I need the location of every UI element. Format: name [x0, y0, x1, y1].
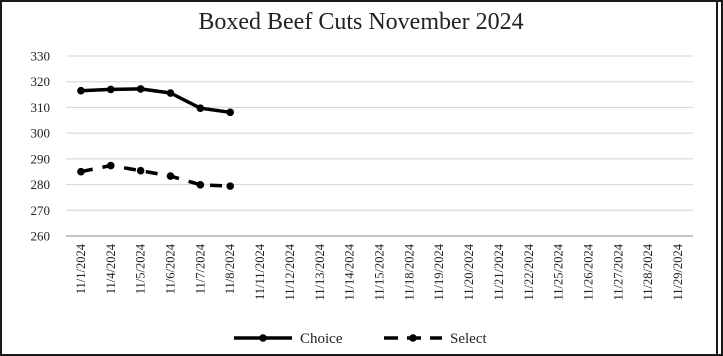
- gridlines: [66, 55, 693, 237]
- y-tick-label: 260: [31, 229, 51, 244]
- data-point: [166, 89, 175, 97]
- x-tick-label: 11/18/2024: [402, 243, 416, 300]
- y-tick-label: 330: [31, 49, 51, 64]
- y-tick-label: 280: [31, 177, 51, 192]
- data-point: [106, 85, 115, 94]
- data-point: [226, 182, 235, 190]
- x-tick-label: 11/27/2024: [611, 243, 625, 300]
- x-tick-label: 11/1/2024: [74, 243, 88, 294]
- x-tick-label: 11/14/2024: [343, 243, 357, 300]
- y-tick-label: 310: [31, 100, 51, 115]
- y-tick-label: 270: [31, 203, 51, 218]
- frame-right-edge: [716, 0, 718, 356]
- x-tick-label: 11/25/2024: [552, 243, 566, 300]
- series-lines: [77, 85, 235, 190]
- data-point: [196, 104, 205, 112]
- data-point: [77, 167, 85, 176]
- series-select: [77, 161, 235, 190]
- data-point: [136, 85, 145, 93]
- y-tick-label: 290: [31, 151, 51, 166]
- x-tick-label: 11/26/2024: [582, 243, 596, 300]
- x-tick-label: 11/8/2024: [223, 243, 237, 294]
- x-tick-label: 11/11/2024: [253, 243, 267, 300]
- legend-marker: [259, 334, 267, 342]
- x-tick-label: 11/4/2024: [104, 243, 118, 294]
- y-tick-label: 320: [31, 74, 51, 89]
- x-tick-label: 11/20/2024: [462, 243, 476, 300]
- y-axis-ticks: 260 270 280 290 300 310 320 330: [31, 49, 51, 244]
- x-tick-label: 11/19/2024: [432, 243, 446, 300]
- x-tick-label: 11/12/2024: [283, 243, 297, 300]
- legend-label: Select: [450, 331, 487, 347]
- x-tick-label: 11/13/2024: [313, 243, 327, 300]
- x-tick-label: 11/21/2024: [492, 243, 506, 300]
- x-tick-label: 11/28/2024: [641, 243, 655, 300]
- data-point: [77, 86, 85, 95]
- data-point: [136, 166, 145, 175]
- x-tick-label: 11/29/2024: [671, 243, 685, 300]
- x-tick-label: 11/15/2024: [373, 243, 387, 300]
- series-line: [80, 87, 231, 115]
- series-line: [80, 163, 231, 188]
- x-tick-label: 11/6/2024: [164, 243, 178, 294]
- y-tick-label: 300: [31, 126, 51, 141]
- data-point: [166, 172, 175, 180]
- chart-title: Boxed Beef Cuts November 2024: [198, 9, 523, 35]
- x-tick-label: 11/5/2024: [134, 243, 148, 294]
- x-tick-label: 11/22/2024: [522, 243, 536, 300]
- x-axis-ticks: 11/1/2024 11/4/2024 11/5/2024 11/6/2024 11/7…: [74, 243, 685, 300]
- data-point: [226, 108, 235, 117]
- data-point: [196, 181, 205, 189]
- x-tick-label: 11/7/2024: [193, 243, 207, 294]
- legend-label: Choice: [300, 331, 343, 347]
- legend-marker: [409, 334, 417, 342]
- series-choice: [77, 85, 235, 117]
- data-point: [106, 161, 115, 170]
- legend: Choice Select: [234, 331, 487, 347]
